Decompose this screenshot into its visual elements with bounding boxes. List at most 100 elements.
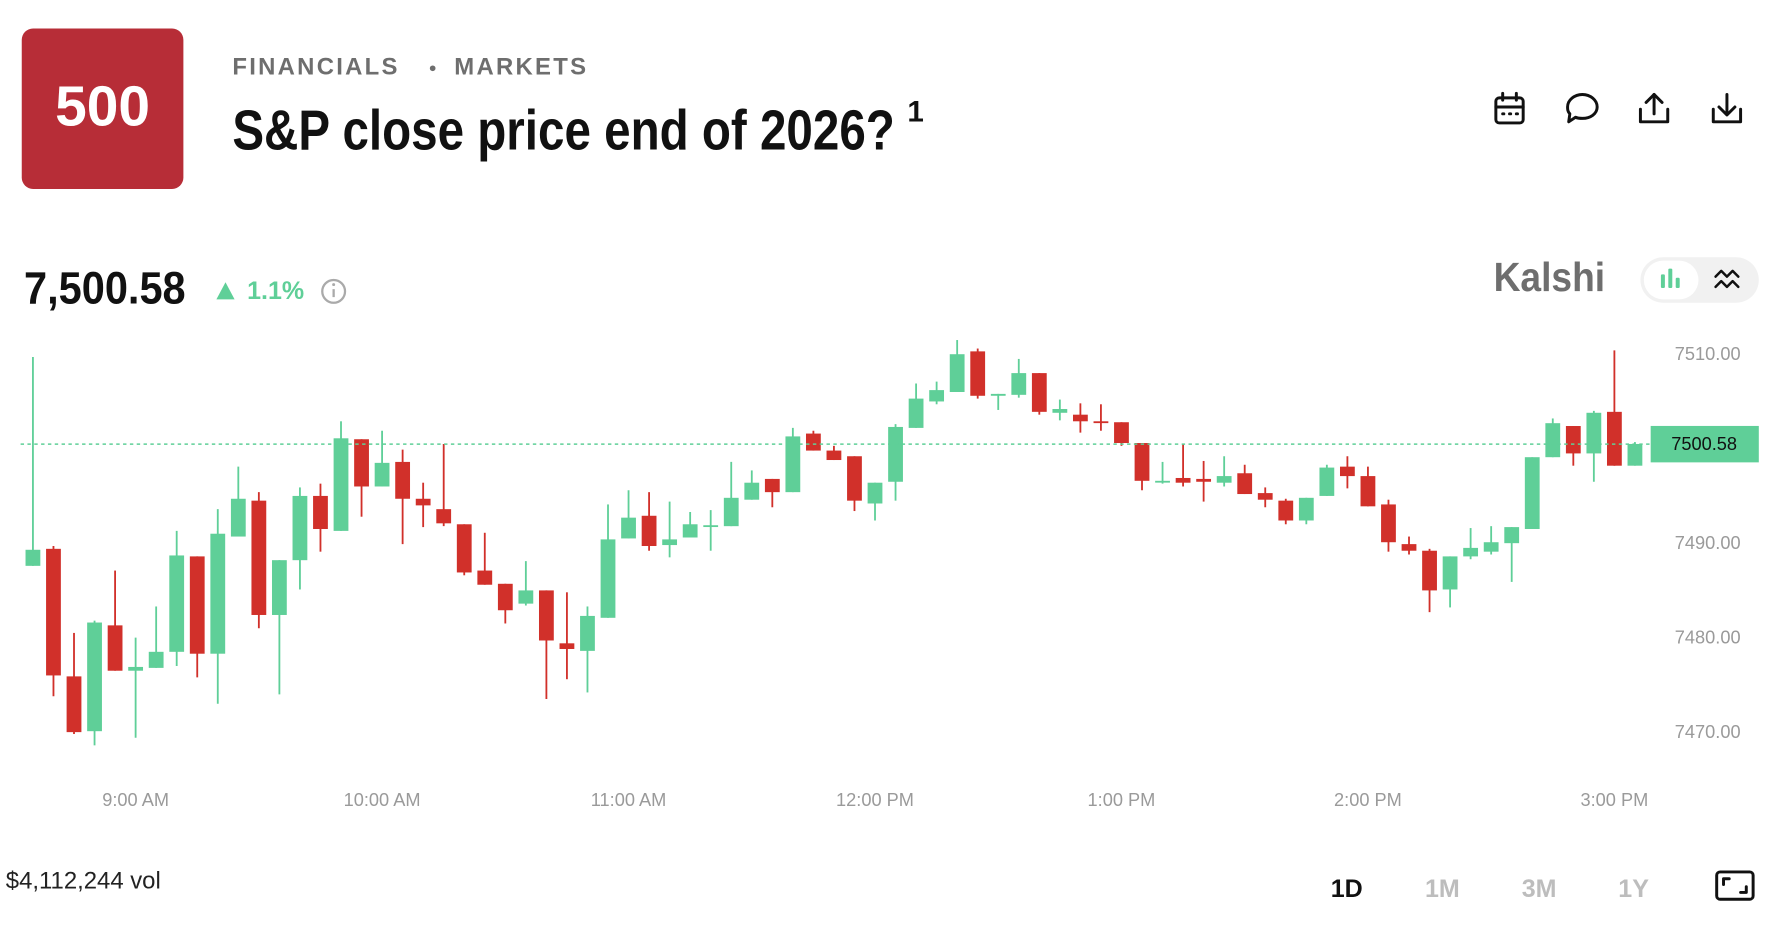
candle-body bbox=[1278, 500, 1294, 521]
candle-body bbox=[230, 498, 246, 537]
candle-body bbox=[888, 426, 903, 482]
download-icon[interactable] bbox=[1711, 93, 1743, 124]
range-button[interactable]: 1Y bbox=[1618, 875, 1649, 903]
candle-body bbox=[210, 533, 226, 654]
logo-text: 500 bbox=[55, 74, 150, 138]
candle-body bbox=[744, 482, 760, 500]
logo-tile bbox=[21, 28, 184, 189]
candle-body bbox=[1504, 527, 1520, 544]
candle-body bbox=[600, 539, 616, 618]
candle-body bbox=[25, 549, 41, 566]
candle-body bbox=[990, 393, 1006, 396]
candle-body bbox=[1339, 466, 1355, 477]
candle-body bbox=[169, 555, 185, 652]
candle-body bbox=[66, 676, 82, 733]
y-tick-label: 7470.00 bbox=[1675, 722, 1741, 742]
comment-icon[interactable] bbox=[1566, 93, 1599, 124]
candle-body bbox=[1586, 412, 1602, 454]
candle-body bbox=[1524, 457, 1540, 529]
candle-body bbox=[1401, 544, 1417, 551]
up-arrow bbox=[216, 282, 235, 300]
candle-body bbox=[662, 539, 678, 546]
candle-body bbox=[46, 548, 61, 676]
candle-body bbox=[1483, 542, 1499, 552]
plot: 7470.00 7480.00 7490.00 7510.00 9:00 AM 10:00… bbox=[20, 340, 1759, 810]
share-icon[interactable] bbox=[1638, 93, 1670, 124]
candle-body bbox=[1606, 411, 1622, 466]
candle-body bbox=[847, 456, 862, 501]
category[interactable]: FINANCIALS bbox=[232, 54, 399, 81]
candle-body bbox=[1565, 426, 1581, 454]
candle-body bbox=[929, 390, 945, 402]
range-button[interactable]: 3M bbox=[1522, 875, 1557, 903]
candle-body bbox=[1031, 373, 1047, 412]
candle-body bbox=[497, 583, 513, 611]
candle-body bbox=[1175, 477, 1191, 483]
range-button[interactable]: 1M bbox=[1425, 875, 1460, 903]
candle-body bbox=[908, 398, 924, 428]
candle-body bbox=[271, 560, 287, 615]
candle-body bbox=[1319, 467, 1335, 496]
candle-body bbox=[559, 643, 575, 649]
x-tick-label: 2:00 PM bbox=[1334, 790, 1402, 810]
candle-body bbox=[1463, 547, 1479, 557]
candle-body bbox=[805, 433, 821, 451]
range-button[interactable]: 1D bbox=[1331, 875, 1363, 903]
candle-body bbox=[333, 438, 349, 531]
candle-body bbox=[1442, 556, 1458, 590]
candle-body bbox=[826, 450, 842, 461]
candle-body bbox=[1627, 443, 1643, 466]
candle-body bbox=[354, 439, 369, 487]
price-change: 1.1% bbox=[247, 277, 304, 305]
x-tick-label: 1:00 PM bbox=[1088, 790, 1156, 810]
section[interactable]: MARKETS bbox=[454, 54, 588, 81]
candle-body bbox=[1196, 478, 1212, 482]
candle-body bbox=[970, 351, 986, 396]
x-tick-label: 12:00 PM bbox=[836, 790, 914, 810]
candle-body bbox=[251, 500, 267, 615]
line-toggle[interactable] bbox=[1714, 269, 1740, 289]
candle-body bbox=[436, 509, 452, 524]
candle-body bbox=[1237, 473, 1253, 495]
candle-body bbox=[87, 622, 102, 732]
candle-body bbox=[313, 495, 328, 529]
current-price: 7,500.58 bbox=[24, 262, 186, 313]
volume: $4,112,244 vol bbox=[6, 868, 161, 895]
y-tick-label: 7510.00 bbox=[1675, 344, 1741, 364]
candle-body bbox=[374, 462, 390, 487]
last-price-tag bbox=[1650, 425, 1759, 463]
bar-icon bbox=[1660, 268, 1680, 288]
fullscreen-icon[interactable] bbox=[1715, 870, 1755, 901]
candle-body bbox=[621, 517, 636, 539]
candle-body bbox=[1011, 373, 1027, 395]
candle-body bbox=[580, 615, 595, 651]
last-price-label: 7500.58 bbox=[1671, 434, 1737, 454]
candle-body bbox=[128, 666, 144, 671]
x-tick-label: 11:00 AM bbox=[591, 790, 667, 810]
candle-body bbox=[1134, 443, 1150, 481]
candle-body bbox=[1298, 497, 1314, 521]
candle-body bbox=[703, 525, 719, 528]
calendar-icon[interactable] bbox=[1494, 91, 1525, 125]
x-tick-label: 3:00 PM bbox=[1580, 790, 1648, 810]
candle-body bbox=[1093, 421, 1109, 424]
info-icon[interactable] bbox=[321, 278, 347, 304]
candle-body bbox=[1052, 409, 1068, 413]
candle-body bbox=[538, 590, 554, 641]
candle-body bbox=[107, 625, 123, 671]
candle-body bbox=[395, 461, 411, 499]
candle-body bbox=[764, 478, 780, 493]
candle-body bbox=[292, 495, 308, 561]
title: S&P close price end of 2026? bbox=[232, 98, 894, 162]
candle-body bbox=[867, 482, 883, 504]
range-selector: 1D 1M 3M 1Y bbox=[1331, 875, 1649, 903]
candle-body bbox=[723, 497, 739, 527]
candle-body bbox=[518, 590, 534, 604]
candle-body bbox=[682, 524, 698, 538]
candle-body bbox=[477, 570, 493, 585]
y-tick-label: 7480.00 bbox=[1675, 627, 1741, 647]
footnote[interactable]: 1 bbox=[907, 96, 923, 129]
